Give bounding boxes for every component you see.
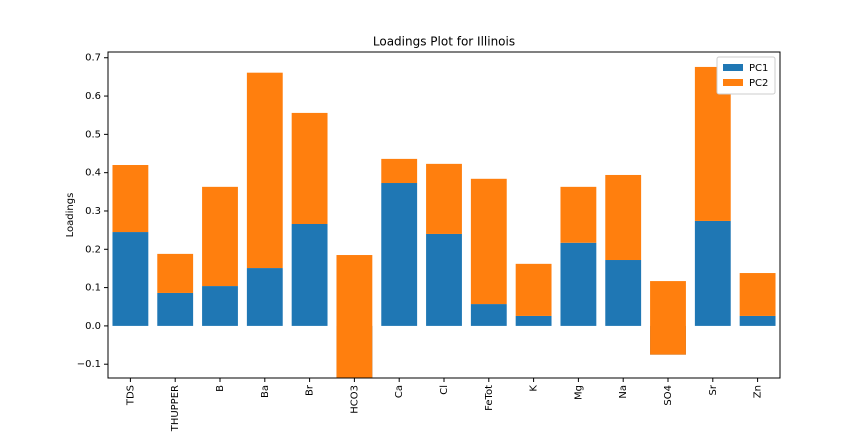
y-tick-label: 0.7 bbox=[85, 53, 101, 64]
bar-segment bbox=[246, 268, 283, 326]
y-tick-label: 0.4 bbox=[85, 168, 101, 179]
bar-segment bbox=[202, 286, 238, 326]
legend-label: PC1 bbox=[749, 63, 768, 74]
x-tick-label: Cl bbox=[439, 385, 450, 395]
bar-segment bbox=[381, 158, 418, 184]
bar-segment bbox=[112, 165, 149, 233]
legend-label: PC2 bbox=[749, 78, 768, 89]
bar-segment bbox=[112, 232, 149, 326]
x-tick-label: Sr bbox=[708, 384, 719, 395]
bar-segment bbox=[470, 178, 507, 305]
bar-segment bbox=[650, 281, 686, 355]
x-tick-label: SO4 bbox=[663, 385, 674, 406]
bar-segment bbox=[246, 72, 283, 269]
bar-segment bbox=[739, 273, 776, 316]
x-tick-label: Ba bbox=[260, 385, 271, 398]
x-tick-label: Ca bbox=[394, 385, 405, 398]
x-tick-label: TDS bbox=[125, 385, 136, 406]
x-tick-label: B bbox=[215, 385, 226, 392]
y-tick-label: 0.3 bbox=[85, 206, 101, 217]
x-tick-label: K bbox=[529, 385, 540, 392]
bar-segment bbox=[157, 253, 194, 293]
bar-segment bbox=[560, 242, 597, 326]
bar-segment bbox=[694, 220, 731, 326]
x-tick-label: THUPPER bbox=[170, 385, 181, 432]
bar-segment bbox=[605, 174, 642, 261]
bar-segment bbox=[426, 233, 462, 326]
x-tick-label: Br bbox=[305, 384, 316, 396]
plot-area bbox=[112, 66, 776, 378]
y-tick-label: 0.0 bbox=[85, 321, 101, 332]
y-tick-label: −0.1 bbox=[77, 359, 101, 370]
bar-segment bbox=[157, 292, 194, 326]
y-tick-label: 0.6 bbox=[85, 91, 101, 102]
x-tick-label: Na bbox=[618, 385, 629, 399]
y-tick-label: 0.5 bbox=[85, 129, 101, 140]
bar-segment bbox=[515, 315, 552, 326]
bar-segment bbox=[291, 112, 328, 225]
bar-segment bbox=[291, 224, 328, 326]
bar-segment bbox=[202, 186, 238, 287]
bar-segment bbox=[336, 255, 373, 378]
y-axis-label: Loadings bbox=[65, 193, 76, 238]
bar-segment bbox=[470, 304, 507, 326]
x-tick-label: FeTot bbox=[484, 385, 495, 411]
bar-segment bbox=[381, 183, 418, 326]
x-tick-label: Mg bbox=[573, 385, 584, 400]
bar-segment bbox=[605, 260, 642, 326]
bar-segment bbox=[426, 163, 462, 234]
bar-segment bbox=[739, 315, 776, 326]
bar-segment bbox=[560, 186, 597, 243]
legend-swatch bbox=[723, 79, 743, 86]
x-tick-label: HCO3 bbox=[349, 385, 360, 414]
y-tick-label: 0.1 bbox=[85, 283, 101, 294]
y-tick-label: 0.2 bbox=[85, 244, 101, 255]
bar-segment bbox=[515, 263, 552, 316]
chart-title: Loadings Plot for Illinois bbox=[373, 35, 515, 49]
legend-swatch bbox=[723, 64, 743, 71]
x-tick-label: Zn bbox=[753, 385, 764, 398]
